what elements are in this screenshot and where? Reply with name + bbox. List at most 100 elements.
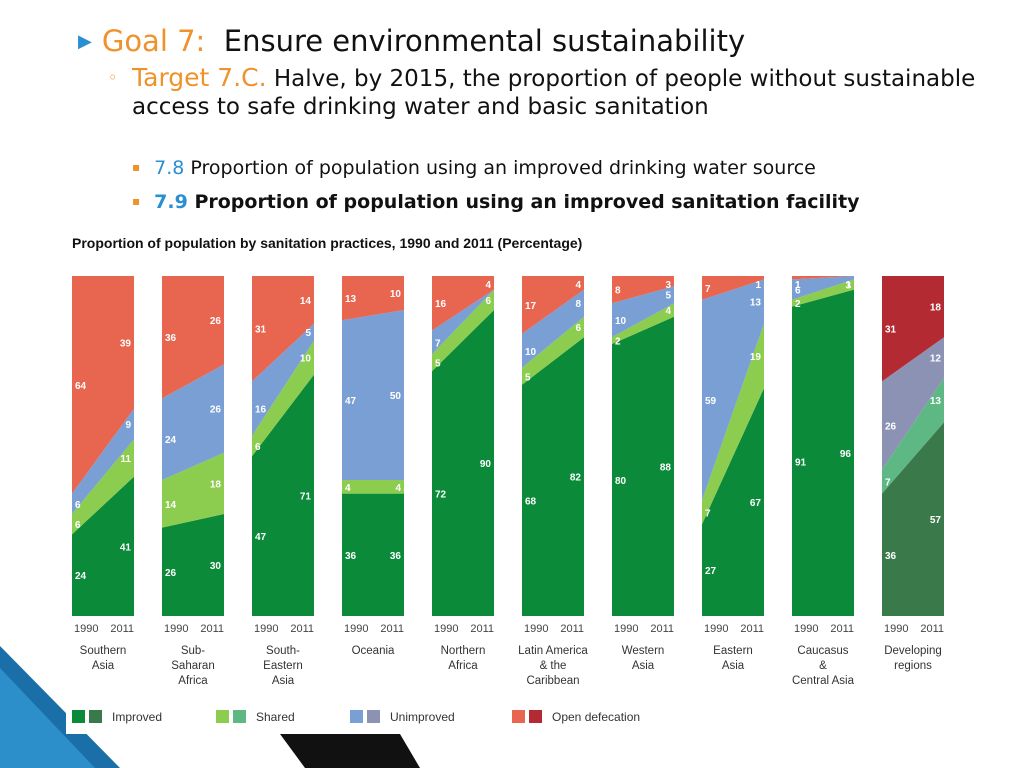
data-label: 26 (210, 316, 222, 327)
data-label: 1 (845, 280, 851, 291)
stack-segment (522, 276, 584, 334)
legend-swatch (216, 710, 229, 723)
data-label: 13 (930, 396, 942, 407)
data-label: 41 (120, 542, 132, 553)
year-label: 2011 (920, 623, 944, 635)
data-label: 6 (485, 296, 491, 307)
stack-segment (342, 276, 404, 321)
data-label: 72 (435, 490, 447, 501)
data-label: 10 (300, 354, 312, 365)
data-label: 13 (345, 294, 357, 305)
region-label: & the (540, 660, 567, 672)
region-label: Eastern (713, 645, 753, 657)
data-label: 9 (125, 420, 131, 431)
stack-segment (72, 476, 134, 616)
region-label: Africa (178, 675, 208, 687)
data-label: 5 (525, 372, 531, 383)
region-label: Developing (884, 645, 942, 657)
year-label: 1990 (884, 623, 908, 635)
target-text: Halve, by 2015, the proportion of people… (132, 66, 976, 120)
data-label: 31 (255, 325, 267, 336)
data-label: 6 (255, 442, 261, 453)
region-label: regions (894, 660, 932, 672)
data-label: 36 (390, 551, 402, 562)
stack-segment (522, 337, 584, 616)
stack-segment (432, 310, 494, 616)
stack-segment (882, 378, 944, 494)
indicator-text: Proportion of population using an improv… (194, 191, 860, 213)
legend-swatch (89, 710, 102, 723)
stack-segment (432, 289, 494, 355)
data-label: 19 (750, 352, 762, 363)
data-label: 7 (885, 478, 891, 489)
year-label: 2011 (830, 623, 854, 635)
stack-segment (702, 279, 764, 501)
data-label: 2 (795, 299, 801, 310)
decoration-shape (280, 734, 420, 768)
stack-segment (882, 276, 944, 382)
region-label: Saharan (171, 660, 214, 672)
indicator-item: ▪ 7.9 Proportion of population using an i… (132, 191, 860, 213)
legend-swatch (350, 710, 363, 723)
year-label: 1990 (434, 623, 458, 635)
data-label: 12 (930, 354, 942, 365)
data-label: 6 (75, 520, 81, 531)
year-label: 2011 (740, 623, 764, 635)
stack-segment (432, 276, 494, 331)
year-label: 1990 (794, 623, 818, 635)
year-label: 1990 (254, 623, 278, 635)
goal-heading: ▶ Goal 7: Ensure environmental sustainabi… (78, 24, 745, 58)
data-label: 47 (345, 396, 357, 407)
data-label: 30 (210, 561, 222, 572)
legend-swatch (367, 710, 380, 723)
region-label: Asia (632, 660, 655, 672)
stack-segment (612, 286, 674, 338)
data-label: 1 (755, 280, 761, 291)
stack-segment (162, 452, 224, 528)
data-label: 64 (75, 381, 87, 392)
region-label: Caribbean (526, 675, 579, 687)
stack-segment (162, 276, 224, 399)
data-label: 4 (485, 280, 491, 291)
stack-segment (522, 316, 584, 385)
legend-swatch (233, 710, 246, 723)
stack-segment (342, 493, 404, 616)
data-label: 14 (165, 500, 177, 511)
data-label: 24 (165, 435, 177, 446)
legend-label: Open defecation (552, 710, 640, 724)
data-label: 6 (575, 323, 581, 334)
region-label: Southern (80, 645, 127, 657)
slide-decoration-dark (280, 734, 420, 768)
region-label: Northern (441, 645, 486, 657)
data-label: 11 (120, 454, 131, 465)
data-label: 14 (300, 296, 312, 307)
stack-segment (252, 276, 314, 382)
data-label: 26 (210, 405, 222, 416)
stack-segment (162, 514, 224, 616)
stack-segment (702, 323, 764, 525)
region-label: Asia (272, 675, 295, 687)
stack-segment (792, 276, 854, 300)
region-label: Sub- (181, 645, 205, 657)
stack-segment (432, 289, 494, 372)
data-label: 82 (570, 473, 582, 484)
region-label: Asia (722, 660, 745, 672)
data-label: 7 (435, 338, 441, 349)
region-label: Eastern (263, 660, 303, 672)
stack-segment (252, 340, 314, 457)
data-label: 4 (395, 483, 401, 494)
data-label: 27 (705, 566, 717, 577)
sanitation-chart: Proportion of population by sanitation p… (66, 228, 958, 734)
data-label: 26 (885, 422, 897, 433)
stack-segment (252, 323, 314, 436)
decoration-shape (0, 668, 95, 768)
stack-segment (882, 337, 944, 470)
year-label: 1990 (344, 623, 368, 635)
data-label: 18 (930, 303, 942, 314)
data-label: 59 (705, 396, 717, 407)
stack-segment (792, 279, 854, 307)
stack-segment (72, 439, 134, 535)
data-label: 88 (660, 462, 672, 473)
stack-segment (612, 303, 674, 344)
data-label: 5 (435, 359, 441, 370)
